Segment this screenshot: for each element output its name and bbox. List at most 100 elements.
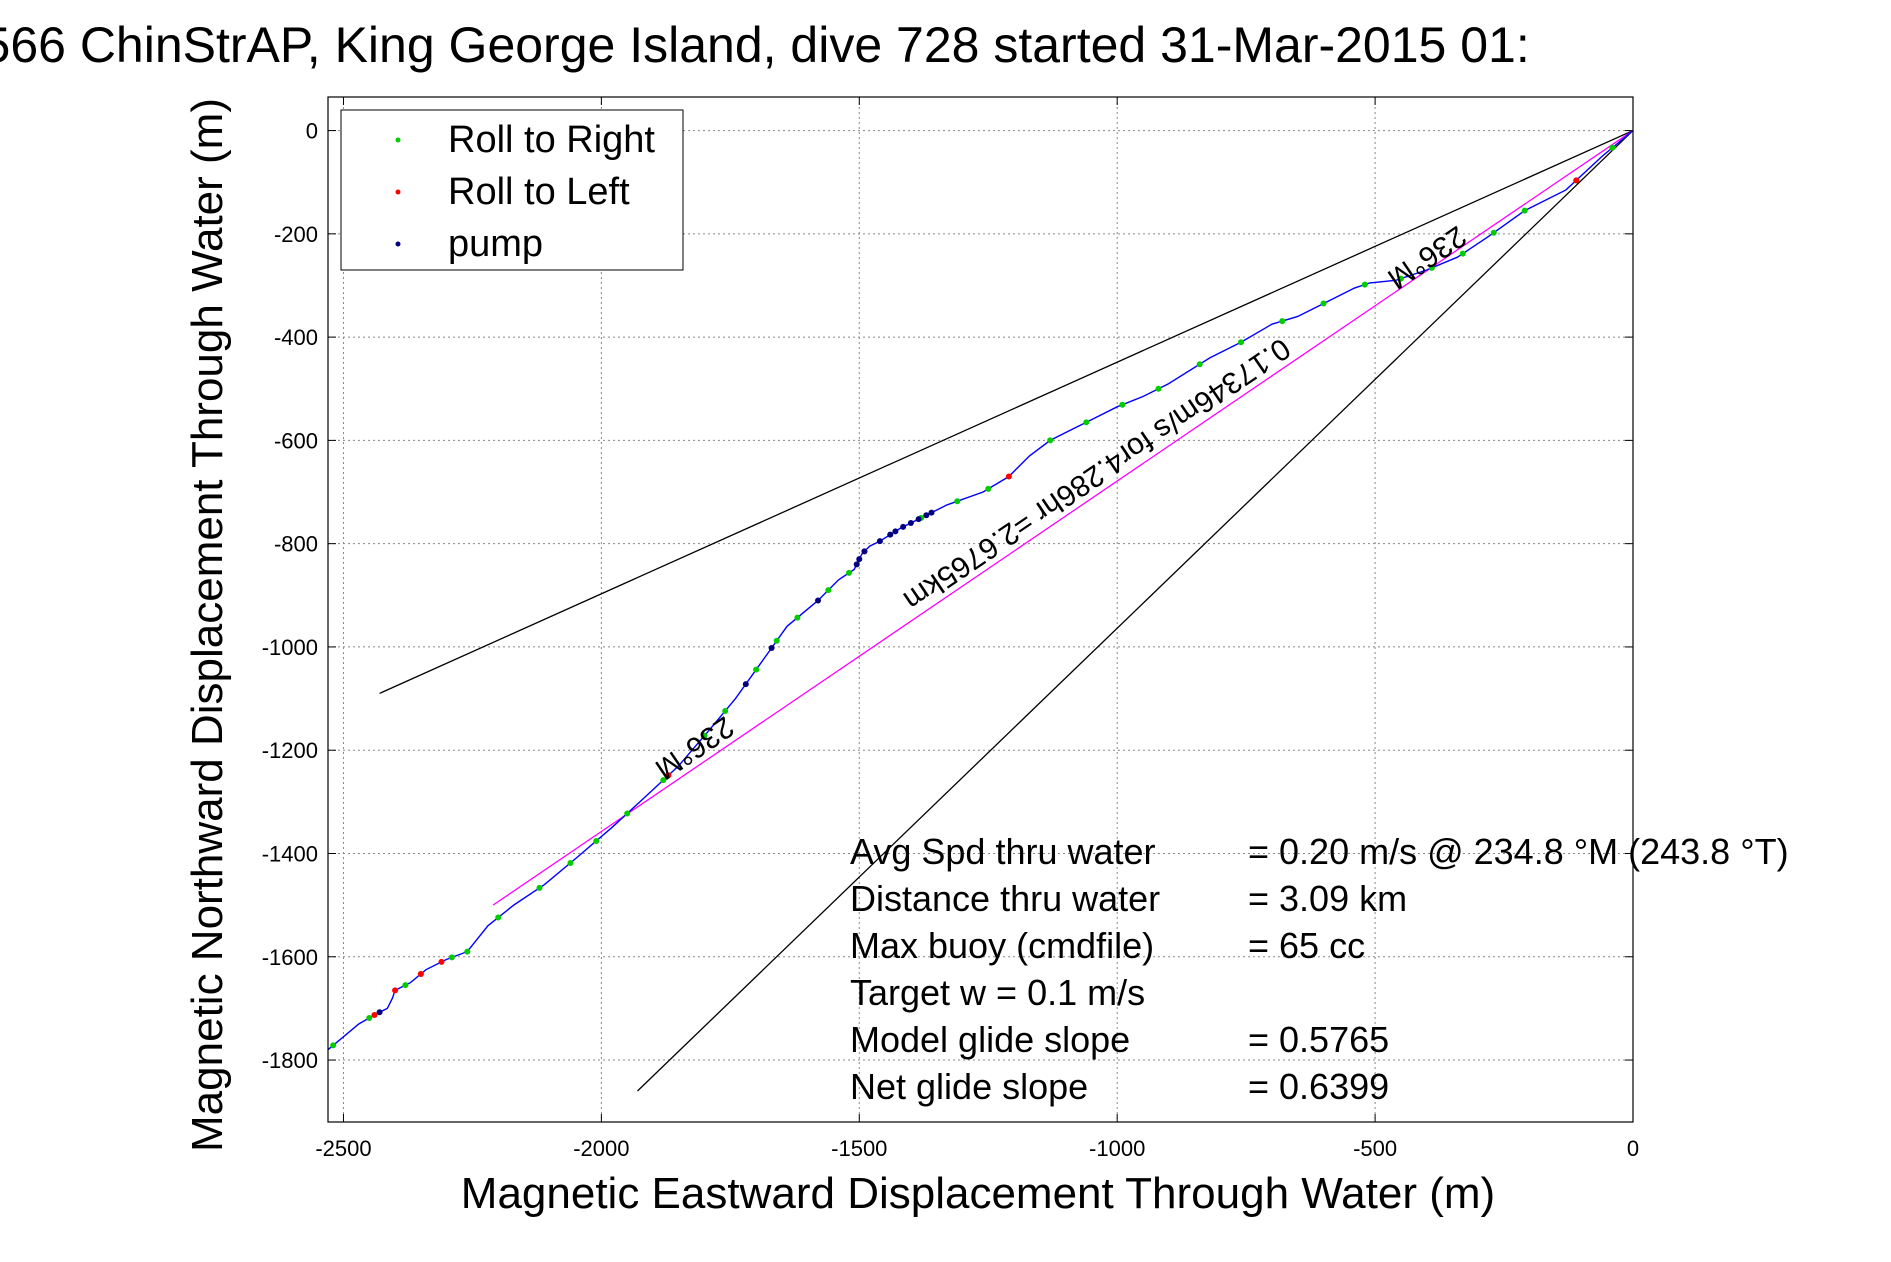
legend-marker (395, 189, 401, 195)
roll-right-point (794, 614, 801, 621)
roll-right-point (701, 732, 708, 739)
stat-label: Avg Spd thru water (850, 831, 1156, 872)
y-tick-label: -1400 (262, 841, 318, 866)
y-tick-label: -800 (274, 532, 318, 557)
x-tick-label: -1500 (831, 1136, 887, 1161)
chart-title: SG566 ChinStrAP, King George Island, div… (0, 17, 1530, 73)
roll-right-point (954, 498, 961, 505)
course-line (492, 130, 1634, 906)
y-tick-label: -1800 (262, 1048, 318, 1073)
pump-point (856, 556, 863, 563)
x-axis-label: Magnetic Eastward Displacement Through W… (461, 1169, 1495, 1218)
pump-point (742, 681, 749, 688)
pump-point (876, 538, 883, 545)
legend-marker (395, 241, 401, 247)
roll-left-point (392, 987, 399, 994)
roll-right-point (567, 859, 574, 866)
stat-label: Target w = 0.1 m/s (850, 972, 1145, 1013)
pump-point (887, 531, 894, 538)
stat-label: Net glide slope (850, 1066, 1088, 1107)
legend-label: Roll to Left (448, 171, 630, 213)
x-tick-label: -2500 (315, 1136, 371, 1161)
roll-right-point (753, 666, 760, 673)
pump-point (376, 1009, 383, 1016)
roll-right-point (1083, 419, 1090, 426)
y-tick-label: -1000 (262, 635, 318, 660)
roll-right-point (448, 954, 455, 961)
legend-label: pump (448, 223, 543, 265)
roll-right-point (593, 837, 600, 844)
roll-right-point (1320, 300, 1327, 307)
stat-label: Max buoy (cmdfile) (850, 925, 1154, 966)
stat-value: = 0.5765 (1248, 1019, 1389, 1060)
axis-ticks: -2500 -2000 -1500 -1000 -500 0 0 -200 -400 -600 -8… (262, 97, 1639, 1161)
pump-point (768, 644, 775, 651)
legend-marker (395, 137, 401, 143)
pump-point (923, 512, 930, 519)
x-tick-label: 0 (1627, 1136, 1639, 1161)
stat-value: = 0.6399 (1248, 1066, 1389, 1107)
roll-right-point (722, 707, 729, 714)
roll-right-point (1609, 144, 1616, 151)
pump-point (861, 548, 868, 555)
roll-right-point (402, 982, 409, 989)
y-tick-label: 0 (306, 119, 318, 144)
legend-label: Roll to Right (448, 119, 655, 161)
roll-right-point (825, 587, 832, 594)
roll-right-point (464, 948, 471, 955)
roll-left-point (665, 772, 672, 779)
stat-value: = 0.20 m/s @ 234.8 °M (243.8 °T) (1248, 831, 1789, 872)
pump-point (900, 523, 907, 530)
roll-right-point (660, 777, 667, 784)
roll-right-point (1521, 207, 1528, 214)
pump-point (815, 597, 822, 604)
y-axis-label: Magnetic Northward Displacement Through … (183, 98, 232, 1152)
roll-right-point (624, 810, 631, 817)
roll-right-point (985, 485, 992, 492)
roll-left-point (371, 1012, 378, 1019)
roll-left-point (1005, 473, 1012, 480)
pump-point (853, 561, 860, 568)
roll-left-point (438, 958, 445, 965)
stat-label: Model glide slope (850, 1019, 1130, 1060)
roll-left-point (1573, 177, 1580, 184)
roll-right-point (845, 569, 852, 576)
roll-right-point (366, 1014, 373, 1021)
roll-right-point (1119, 401, 1126, 408)
roll-right-point (1490, 229, 1497, 236)
roll-right-point (1047, 437, 1054, 444)
roll-right-point (1155, 385, 1162, 392)
roll-right-point (536, 884, 543, 891)
x-tick-label: -500 (1353, 1136, 1397, 1161)
plot-frame (327, 96, 1634, 1123)
roll-right-point (330, 1042, 337, 1049)
pump-point (928, 509, 935, 516)
roll-left-point (417, 970, 424, 977)
course-line (637, 130, 1634, 1092)
roll-right-point (1397, 275, 1404, 282)
roll-right-point (1361, 281, 1368, 288)
stat-label: Distance thru water (850, 878, 1160, 919)
stats-annotations: Avg Spd thru water = 0.20 m/s @ 234.8 °M … (850, 831, 1789, 1107)
pump-point (907, 520, 914, 527)
roll-right-point (1196, 361, 1203, 368)
y-tick-label: -1200 (262, 738, 318, 763)
roll-right-point (1279, 318, 1286, 325)
series (327, 129, 1634, 1092)
pump-point (892, 528, 899, 535)
x-tick-label: -2000 (573, 1136, 629, 1161)
roll-right-point (773, 637, 780, 644)
legend: Roll to Right Roll to Left pump (340, 109, 684, 271)
pump-point (915, 516, 922, 523)
stat-value: = 3.09 km (1248, 878, 1407, 919)
roll-right-point (495, 914, 502, 921)
y-tick-label: -1600 (262, 945, 318, 970)
stat-value: = 65 cc (1248, 925, 1365, 966)
y-tick-label: -200 (274, 222, 318, 247)
x-tick-label: -1000 (1089, 1136, 1145, 1161)
y-tick-label: -600 (274, 428, 318, 453)
y-tick-label: -400 (274, 325, 318, 350)
course-line (379, 129, 1634, 695)
roll-right-point (1459, 250, 1466, 257)
